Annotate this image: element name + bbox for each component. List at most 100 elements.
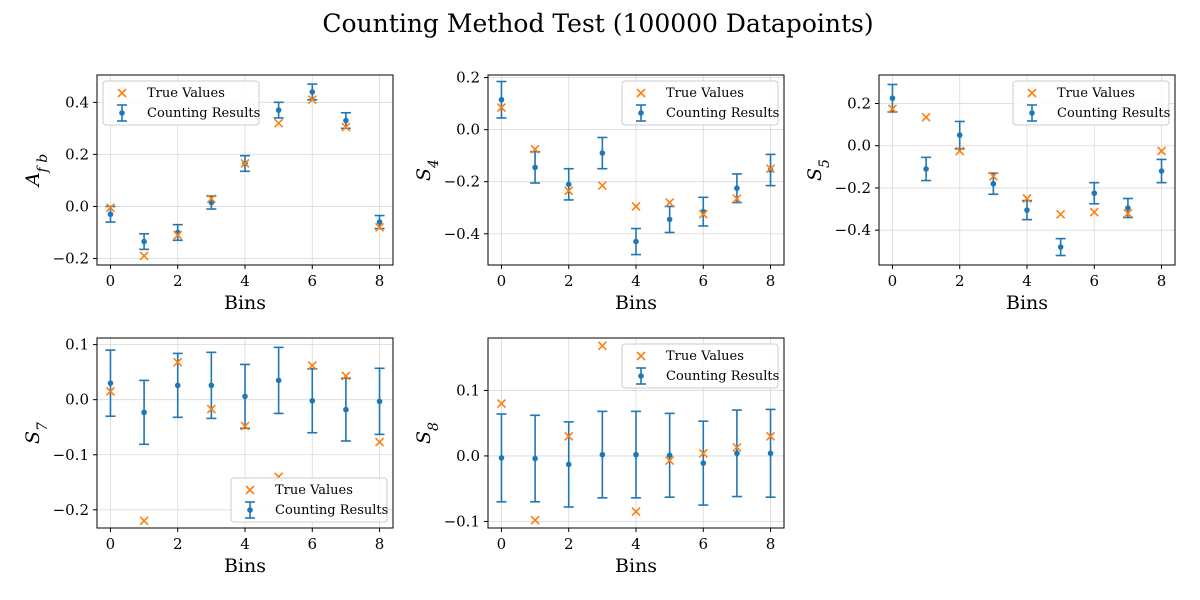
true-value-marker bbox=[206, 404, 216, 414]
x-tick-label: 4 bbox=[240, 535, 250, 553]
true-value-marker bbox=[887, 104, 898, 114]
true-value-stroke bbox=[173, 357, 183, 367]
axes-frame bbox=[487, 337, 785, 529]
counting-result-point bbox=[923, 166, 929, 172]
subplot-a-fb: 0 2 4 6 8 −0.2 0.0 0.2 0.4 True Values Counting Re… bbox=[22, 74, 394, 314]
true-value-stroke bbox=[105, 386, 116, 396]
counting-result-point bbox=[343, 406, 349, 413]
counting-result-point bbox=[1125, 205, 1131, 211]
y-axis-label-main: A bbox=[22, 172, 44, 188]
true-value-stroke bbox=[732, 442, 742, 452]
x-tick-label: 8 bbox=[375, 535, 385, 553]
true-value-stroke bbox=[765, 431, 776, 441]
y-axis-label: S7 bbox=[22, 422, 51, 444]
true-value-marker bbox=[955, 146, 965, 156]
legend-counting-label: Counting Results bbox=[666, 369, 779, 384]
x-tick-label: 2 bbox=[955, 272, 965, 290]
true-value-marker bbox=[665, 455, 675, 466]
counting-result-point bbox=[956, 132, 963, 138]
counting-result-point bbox=[565, 181, 572, 188]
x-tick-label: 6 bbox=[698, 272, 708, 290]
counting-result-point bbox=[141, 238, 147, 245]
true-value-stroke bbox=[240, 158, 250, 169]
true-value-stroke bbox=[1022, 193, 1032, 204]
x-tick-label: 8 bbox=[766, 535, 776, 553]
counting-result-point bbox=[990, 180, 997, 187]
x-tick-label: 0 bbox=[497, 272, 507, 290]
y-axis-label-main: S bbox=[413, 168, 435, 181]
x-axis-label: Bins bbox=[615, 292, 657, 314]
x-tick-label: 2 bbox=[173, 272, 183, 290]
true-value-marker bbox=[173, 357, 183, 367]
counting-result-point bbox=[208, 382, 215, 389]
subplot-s-7: 0 2 4 6 8 −0.2 −0.1 0.0 0.1 True Values Counting R… bbox=[22, 336, 394, 577]
true-value-marker bbox=[496, 398, 507, 409]
x-tick-label: 2 bbox=[173, 535, 183, 553]
y-tick-label: 0.0 bbox=[65, 197, 89, 215]
counting-result-point bbox=[376, 398, 383, 405]
y-tick-label: −0.1 bbox=[444, 512, 480, 530]
y-tick-label: −0.2 bbox=[835, 179, 871, 197]
true-value-stroke bbox=[530, 515, 540, 525]
counting-result-point bbox=[275, 377, 282, 384]
true-value-marker bbox=[631, 507, 641, 517]
true-value-marker bbox=[240, 158, 250, 169]
legend: True Values Counting Results bbox=[621, 80, 779, 126]
y-tick-label: 0.4 bbox=[65, 93, 89, 111]
counting-result-point bbox=[1024, 207, 1030, 213]
true-value-stroke bbox=[1089, 207, 1099, 217]
true-value-marker bbox=[597, 341, 607, 351]
true-value-stroke bbox=[597, 341, 607, 351]
counting-result-point bbox=[767, 450, 774, 457]
x-tick-label: 2 bbox=[564, 272, 574, 290]
true-value-stroke bbox=[921, 112, 931, 122]
x-tick-label: 2 bbox=[564, 535, 574, 553]
true-value-marker bbox=[1089, 207, 1099, 217]
counting-result-point bbox=[767, 167, 774, 173]
y-tick-label: 0.0 bbox=[847, 137, 871, 155]
true-value-marker bbox=[988, 171, 998, 181]
true-value-marker bbox=[139, 516, 149, 526]
true-value-marker bbox=[732, 442, 742, 452]
counting-result-point bbox=[633, 451, 639, 458]
true-value-stroke bbox=[139, 516, 149, 526]
counting-result-point bbox=[666, 452, 673, 459]
legend: True Values Counting Results bbox=[1012, 80, 1170, 126]
true-value-stroke bbox=[105, 203, 116, 213]
legend-true-marker bbox=[1027, 88, 1037, 98]
counting-result-point bbox=[107, 211, 114, 218]
y-axis-label-sub: 5 bbox=[817, 159, 833, 168]
y-tick-label: −0.2 bbox=[53, 501, 89, 519]
y-tick-label: 0.0 bbox=[65, 391, 89, 409]
counting-result-point bbox=[107, 380, 114, 386]
counting-result-point bbox=[309, 397, 316, 404]
counting-result-point bbox=[532, 455, 538, 462]
legend-counting-marker bbox=[1029, 110, 1035, 116]
x-tick-label: 4 bbox=[631, 272, 641, 290]
true-value-stroke bbox=[496, 102, 507, 113]
legend-true-marker bbox=[636, 88, 646, 98]
x-tick-label: 0 bbox=[888, 272, 898, 290]
y-axis-label: S8 bbox=[413, 422, 442, 444]
y-tick-label: 0.1 bbox=[456, 381, 480, 399]
true-value-stroke bbox=[206, 194, 216, 204]
x-tick-label: 0 bbox=[497, 535, 507, 553]
true-value-stroke bbox=[698, 448, 708, 458]
y-axis-label: Af b bbox=[22, 154, 51, 188]
true-value-marker bbox=[307, 360, 317, 371]
true-value-marker bbox=[374, 437, 385, 447]
legend-box bbox=[1012, 80, 1170, 126]
true-value-stroke bbox=[955, 146, 965, 156]
subplot-s-8: 0 2 4 6 8 −0.1 0.0 0.1 True Values Counting Resul… bbox=[413, 337, 785, 577]
y-axis-label-sub: 4 bbox=[426, 159, 442, 169]
true-value-marker bbox=[597, 181, 607, 191]
counting-result-point bbox=[141, 409, 147, 416]
legend-true-marker bbox=[245, 485, 255, 495]
counting-result-point bbox=[734, 185, 740, 192]
legend: True Values Counting Results bbox=[230, 477, 388, 523]
counting-result-point bbox=[633, 238, 639, 245]
legend: True Values Counting Results bbox=[621, 343, 779, 389]
x-axis-label: Bins bbox=[1006, 292, 1048, 314]
axes-frame bbox=[96, 74, 394, 266]
